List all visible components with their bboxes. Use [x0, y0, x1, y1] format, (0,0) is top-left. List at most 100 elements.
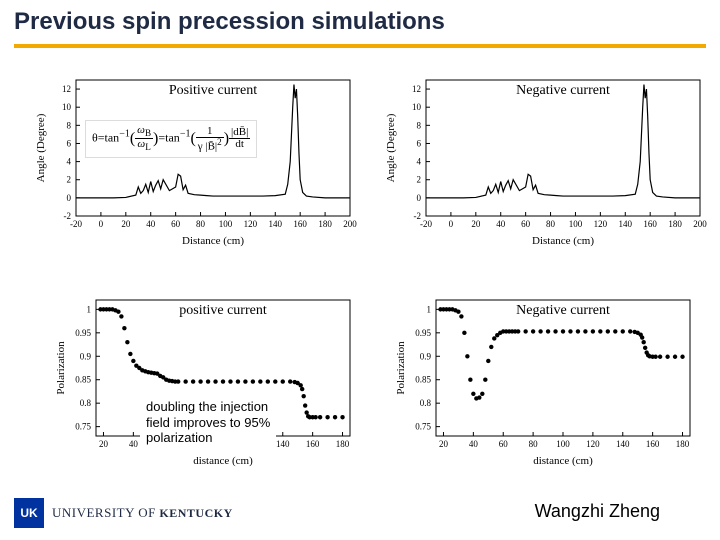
svg-text:180: 180	[676, 439, 690, 449]
svg-text:0.95: 0.95	[75, 328, 91, 338]
svg-text:140: 140	[616, 439, 630, 449]
svg-text:2: 2	[417, 175, 422, 185]
svg-text:0.85: 0.85	[415, 375, 431, 385]
svg-text:40: 40	[469, 439, 479, 449]
eq-ddb: dB̄	[233, 126, 246, 138]
svg-text:Negative current: Negative current	[516, 83, 610, 98]
svg-text:2: 2	[67, 175, 72, 185]
svg-text:200: 200	[693, 219, 707, 229]
svg-text:20: 20	[99, 439, 109, 449]
svg-text:Negative current: Negative current	[516, 303, 610, 318]
svg-text:60: 60	[499, 439, 509, 449]
svg-text:100: 100	[219, 219, 233, 229]
annotation-line-1: doubling the injection	[146, 399, 270, 415]
svg-text:Angle (Degree): Angle (Degree)	[35, 113, 47, 182]
svg-text:160: 160	[293, 219, 307, 229]
footer-logo: UK UNIVERSITY OF KENTUCKY	[14, 498, 233, 528]
svg-text:40: 40	[496, 219, 506, 229]
svg-text:10: 10	[62, 102, 72, 112]
svg-text:20: 20	[121, 219, 130, 229]
svg-text:0.8: 0.8	[80, 398, 92, 408]
svg-text:180: 180	[318, 219, 332, 229]
svg-text:140: 140	[269, 219, 283, 229]
svg-text:60: 60	[521, 219, 531, 229]
svg-text:4: 4	[417, 157, 422, 167]
slide: Previous spin precession simulations -20…	[0, 0, 720, 540]
svg-text:160: 160	[643, 219, 657, 229]
svg-text:4: 4	[67, 157, 72, 167]
eq-sup2: −1	[180, 129, 191, 140]
svg-text:Polarization: Polarization	[395, 341, 407, 395]
uk-logo-mark: UK	[14, 498, 44, 528]
svg-text:20: 20	[439, 439, 449, 449]
svg-text:40: 40	[129, 439, 139, 449]
svg-text:-2: -2	[64, 211, 72, 221]
equation-box: θ=tan−1(ωBωL)=tan−1(1γ |B̄|2)|dB̄|dt	[85, 120, 257, 158]
svg-text:0: 0	[99, 219, 104, 229]
svg-text:80: 80	[196, 219, 206, 229]
svg-text:12: 12	[412, 84, 421, 94]
svg-text:0: 0	[67, 193, 72, 203]
eq-dt: dt	[229, 139, 250, 150]
svg-text:Angle (Degree): Angle (Degree)	[385, 113, 397, 182]
svg-text:0.75: 0.75	[75, 422, 91, 432]
svg-text:20: 20	[471, 219, 481, 229]
svg-text:1: 1	[427, 304, 432, 314]
svg-text:8: 8	[417, 120, 422, 130]
uk-text-1: UNIVERSITY OF	[52, 505, 156, 520]
svg-text:Distance (cm): Distance (cm)	[182, 235, 244, 247]
svg-text:0: 0	[449, 219, 454, 229]
svg-text:-2: -2	[414, 211, 422, 221]
svg-text:Positive current: Positive current	[169, 83, 257, 98]
svg-text:6: 6	[67, 138, 72, 148]
slide-title: Previous spin precession simulations	[14, 8, 445, 36]
uk-text-2: KENTUCKY	[159, 506, 232, 520]
svg-text:positive current: positive current	[179, 303, 267, 318]
svg-text:0: 0	[417, 193, 422, 203]
svg-text:1: 1	[87, 304, 92, 314]
svg-text:120: 120	[586, 439, 600, 449]
plot-bottom-right: 204060801001201401601800.750.80.850.90.9…	[390, 280, 700, 470]
svg-text:-20: -20	[420, 219, 432, 229]
svg-text:Polarization: Polarization	[55, 341, 67, 395]
annotation: doubling the injection field improves to…	[140, 395, 276, 450]
svg-text:-20: -20	[70, 219, 82, 229]
uk-logo-text: UNIVERSITY OF KENTUCKY	[52, 505, 233, 521]
svg-text:120: 120	[244, 219, 258, 229]
svg-text:6: 6	[417, 138, 422, 148]
svg-text:0.75: 0.75	[415, 422, 431, 432]
svg-text:0.9: 0.9	[420, 351, 432, 361]
svg-text:0.9: 0.9	[80, 351, 92, 361]
svg-text:200: 200	[343, 219, 357, 229]
svg-text:80: 80	[546, 219, 556, 229]
svg-text:180: 180	[336, 439, 350, 449]
eq-sup1: −1	[119, 129, 130, 140]
svg-text:100: 100	[569, 219, 583, 229]
svg-text:60: 60	[171, 219, 181, 229]
svg-text:10: 10	[412, 102, 422, 112]
eq-gb: γ |B̄|	[198, 140, 217, 152]
svg-text:160: 160	[306, 439, 320, 449]
plot-top-right: -20020406080100120140160180200-202468101…	[380, 60, 710, 250]
svg-text:12: 12	[62, 84, 71, 94]
svg-text:0.8: 0.8	[420, 398, 432, 408]
eq-sq: 2	[217, 137, 222, 147]
svg-text:120: 120	[594, 219, 608, 229]
svg-text:8: 8	[67, 120, 72, 130]
svg-text:80: 80	[529, 439, 539, 449]
svg-text:0.95: 0.95	[415, 328, 431, 338]
annotation-line-2: field improves to 95%	[146, 415, 270, 431]
svg-text:140: 140	[276, 439, 290, 449]
author: Wangzhi Zheng	[535, 501, 660, 522]
eq-theta: θ=tan	[92, 131, 119, 145]
svg-text:distance (cm): distance (cm)	[193, 455, 253, 467]
svg-text:0.85: 0.85	[75, 375, 91, 385]
slide-hr	[14, 44, 706, 48]
eq-mid: =tan	[158, 131, 179, 145]
svg-text:180: 180	[668, 219, 682, 229]
svg-text:140: 140	[619, 219, 633, 229]
svg-text:distance (cm): distance (cm)	[533, 455, 593, 467]
svg-text:Distance (cm): Distance (cm)	[532, 235, 594, 247]
annotation-line-3: polarization	[146, 430, 270, 446]
svg-text:40: 40	[146, 219, 156, 229]
